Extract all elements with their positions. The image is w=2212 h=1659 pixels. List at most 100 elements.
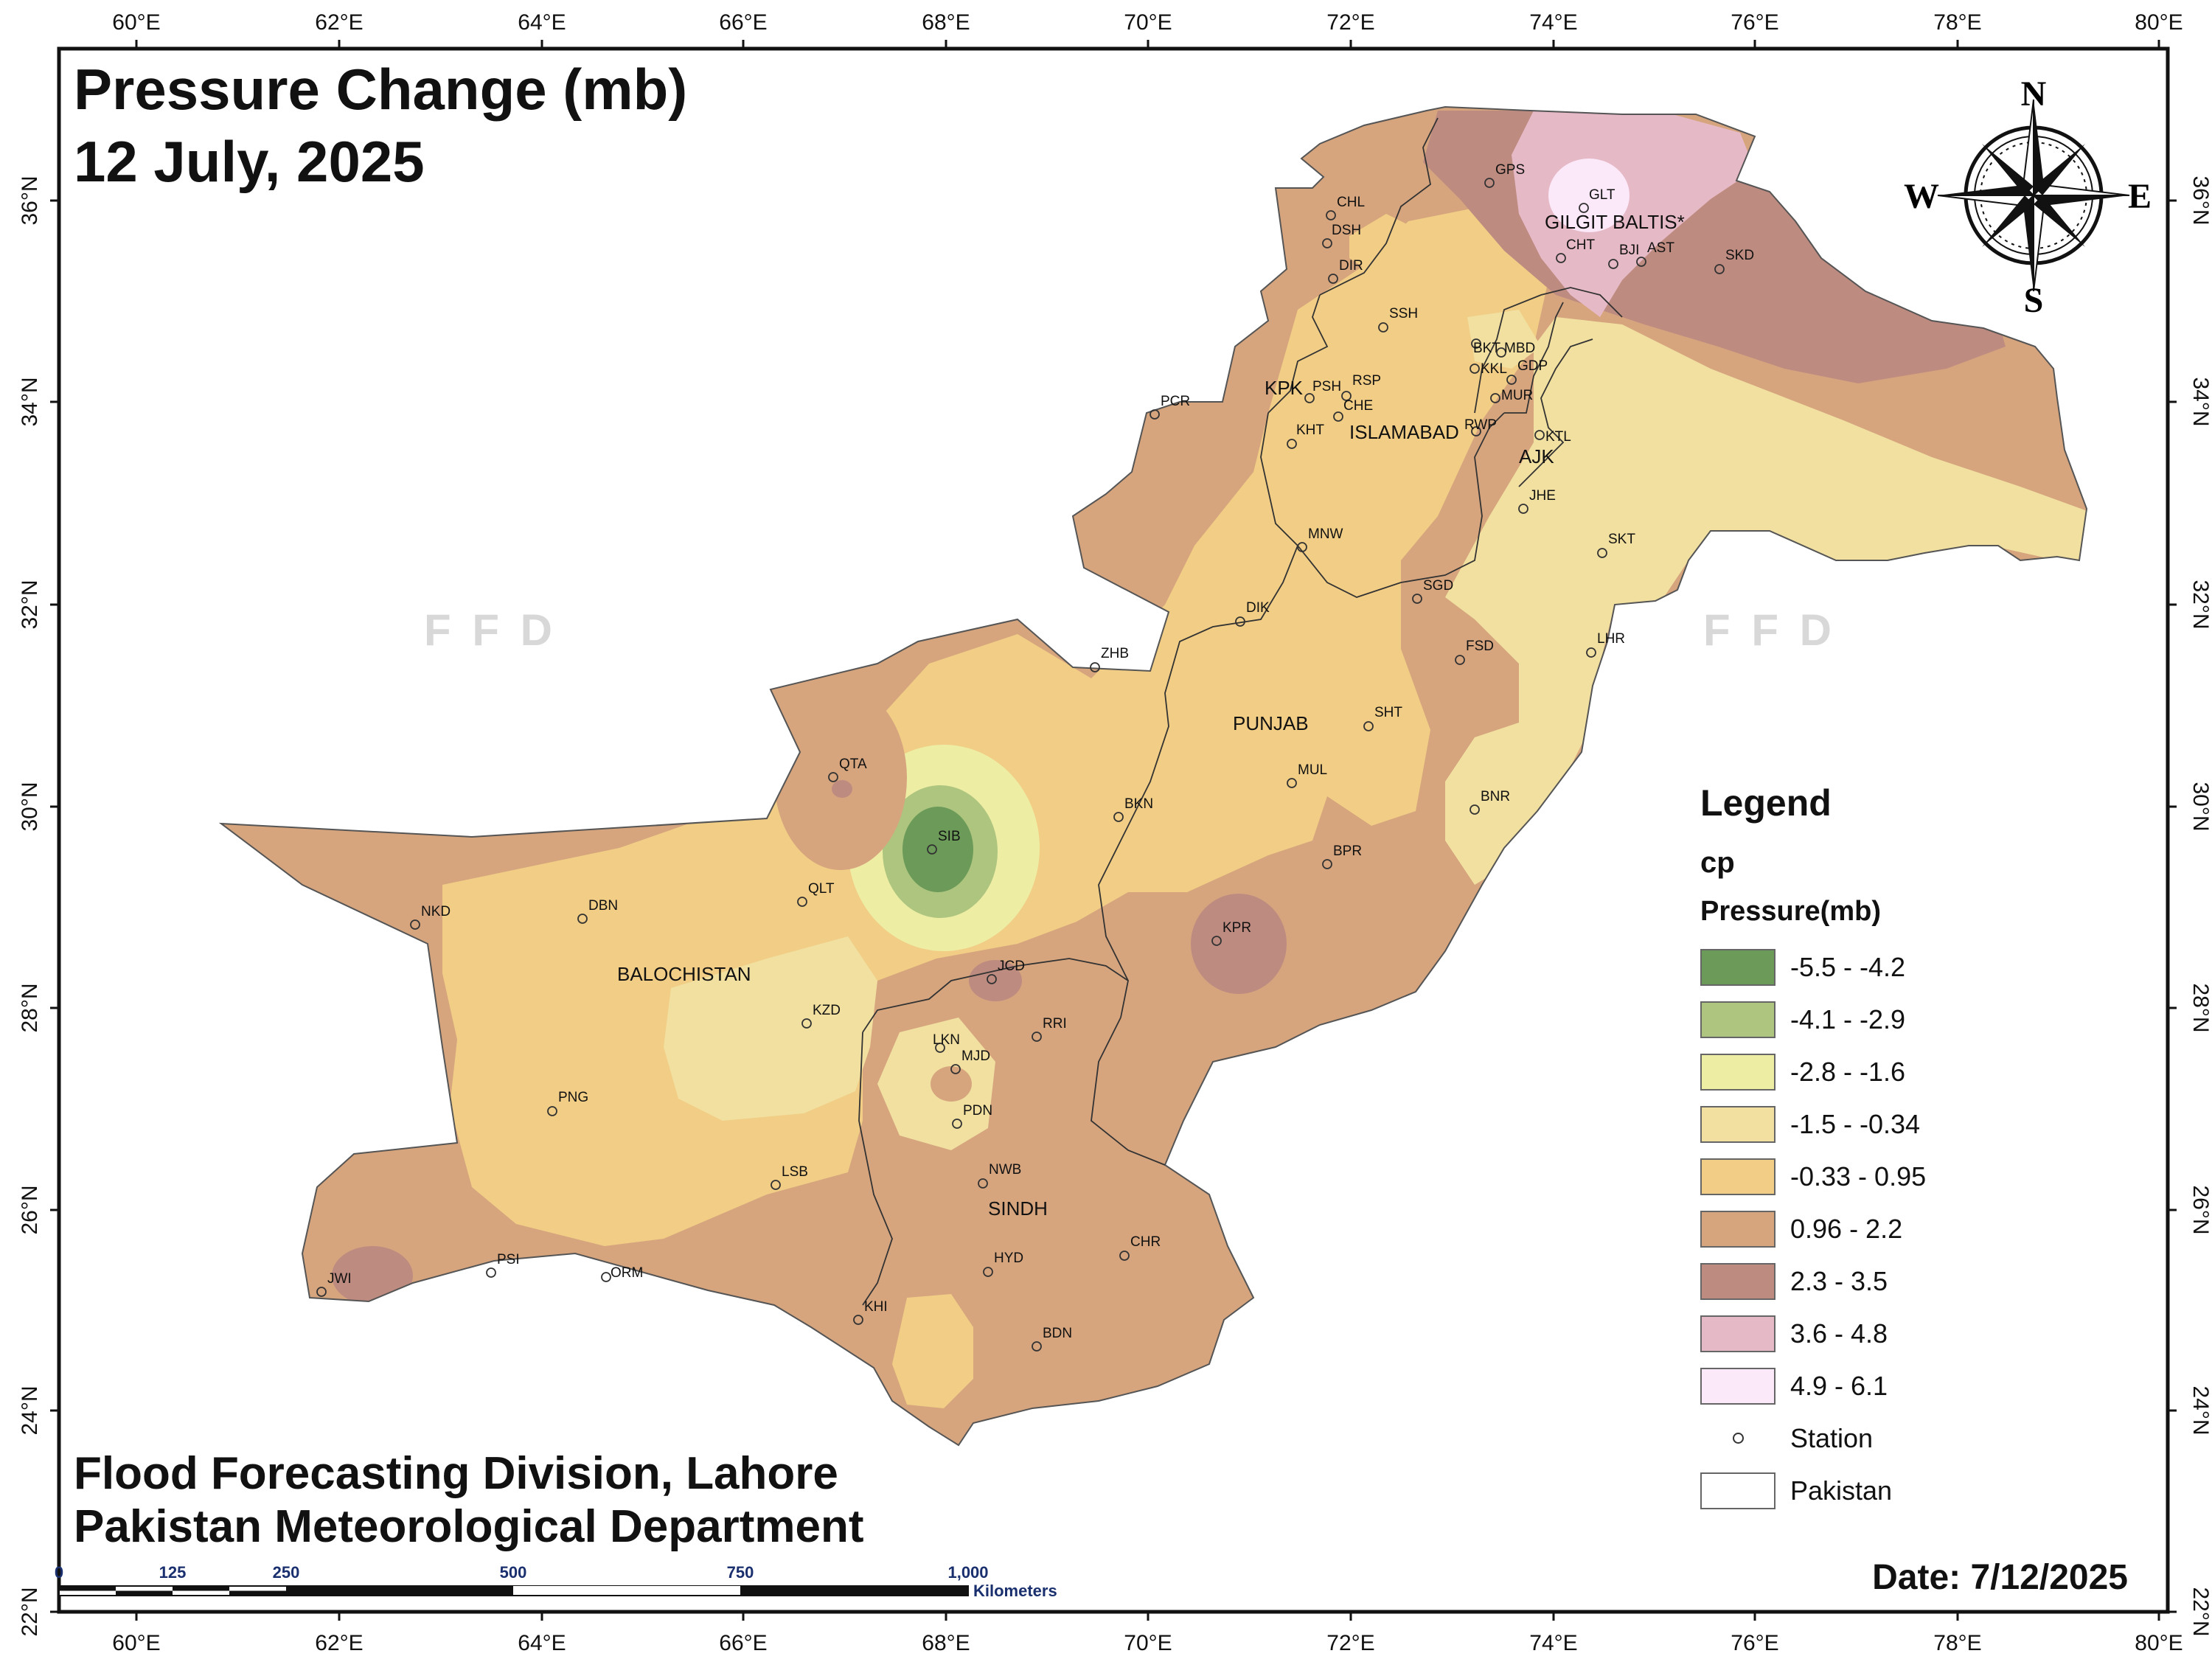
station-marker	[1297, 542, 1307, 552]
north-arrow: N S E W	[1904, 74, 2152, 320]
station-label: GPS	[1495, 162, 1525, 178]
lon-tick-label: 78°E	[1933, 1631, 1981, 1655]
scale-label-1000: 1,000	[947, 1563, 988, 1582]
lon-tick-label: 64°E	[518, 10, 566, 35]
legend-class-row: -1.5 - -0.34	[1700, 1098, 1926, 1150]
lon-tick-label: 66°E	[719, 10, 767, 35]
station-marker	[316, 1287, 327, 1297]
legend-class-label: -1.5 - -0.34	[1790, 1108, 1921, 1139]
legend-class-label: 3.6 - 4.8	[1790, 1318, 1888, 1349]
lon-tick-label: 78°E	[1933, 10, 1981, 35]
legend-class-row: 4.9 - 6.1	[1700, 1360, 1926, 1412]
station-marker	[1484, 178, 1495, 188]
station-label: NWB	[989, 1162, 1021, 1178]
legend-class-label: -0.33 - 0.95	[1790, 1161, 1927, 1192]
station-label: QLT	[808, 881, 835, 897]
legend-class-label: -5.5 - -4.2	[1790, 951, 1906, 982]
station-label: SKD	[1725, 248, 1754, 263]
station-marker	[1471, 338, 1481, 349]
legend-class-label: 2.3 - 3.5	[1790, 1265, 1888, 1296]
station-marker	[935, 1043, 945, 1053]
legend-swatch	[1700, 1262, 1775, 1300]
lon-tick-label: 74°E	[1529, 10, 1577, 35]
station-marker	[1211, 936, 1222, 946]
lon-tick-label: 62°E	[315, 1631, 363, 1655]
lon-tick-label: 66°E	[719, 1631, 767, 1655]
legend-boundary-row: Pakistan	[1700, 1464, 1926, 1517]
legend-title: Legend	[1700, 782, 1832, 824]
station-label: PCR	[1161, 394, 1190, 409]
station-marker	[547, 1106, 557, 1116]
station-marker	[1235, 616, 1245, 627]
legend-class-row: -5.5 - -4.2	[1700, 941, 1926, 993]
lon-tick-label: 76°E	[1731, 1631, 1778, 1655]
lat-tick-label: 34°N	[2188, 377, 2212, 426]
station-marker	[1597, 548, 1607, 558]
station-marker	[1608, 259, 1618, 269]
station-marker	[983, 1267, 993, 1277]
station-label: PSI	[497, 1252, 520, 1267]
org-line-1: Flood Forecasting Division, Lahore	[74, 1448, 838, 1499]
station-marker	[771, 1180, 781, 1190]
station-marker	[1328, 274, 1338, 284]
station-marker	[1341, 391, 1352, 401]
station-label: SIB	[938, 829, 961, 844]
scale-bar: 0 125 250 500 750 1,000 Kilometers	[55, 1563, 1057, 1600]
station-label: CHL	[1337, 195, 1365, 210]
lat-tick-label: 26°N	[18, 1185, 42, 1234]
station-label: LHR	[1597, 631, 1625, 647]
station-marker	[1506, 375, 1517, 385]
region-sindh: SINDH	[988, 1197, 1048, 1220]
region-labels: GILGIT BALTIS* KPK ISLAMABAD AJK PUNJAB …	[617, 211, 1685, 1220]
lat-tick-label: 22°N	[2188, 1587, 2212, 1636]
station-label: DIK	[1246, 600, 1270, 616]
station-label: BKN	[1124, 796, 1153, 812]
station-label: CHT	[1566, 237, 1595, 253]
legend-swatch	[1700, 1158, 1775, 1195]
station-marker	[1287, 778, 1297, 788]
station-label: BPR	[1333, 844, 1362, 859]
compass-n: N	[2021, 74, 2047, 114]
lon-tick-label: 72°E	[1326, 1631, 1374, 1655]
station-label: KHI	[864, 1299, 888, 1315]
station-label: BJI	[1619, 243, 1639, 258]
station-label: MUR	[1501, 388, 1533, 403]
station-marker	[801, 1018, 812, 1029]
station-label: KPR	[1222, 920, 1251, 936]
lon-tick-label: 68°E	[922, 10, 970, 35]
lat-tick-label: 22°N	[18, 1587, 42, 1636]
station-label: JWI	[327, 1271, 352, 1287]
station-label: MNW	[1308, 526, 1343, 542]
station-label: JHE	[1529, 488, 1556, 504]
legend-class-label: 0.96 - 2.2	[1790, 1213, 1903, 1244]
legend-swatch	[1700, 1001, 1775, 1038]
lon-tick-label: 76°E	[1731, 10, 1778, 35]
region-kpk: KPK	[1265, 377, 1304, 399]
station-label: HYD	[994, 1251, 1023, 1266]
station-label: DBN	[588, 898, 618, 914]
legend-station-label: Station	[1790, 1422, 1874, 1453]
provincial-boundaries	[858, 117, 1623, 1306]
station-marker	[1470, 804, 1480, 815]
station-label: RWP	[1464, 417, 1497, 433]
region-islamabad: ISLAMABAD	[1349, 421, 1459, 443]
lat-tick-label: 32°N	[2188, 580, 2212, 629]
legend-class-row: 0.96 - 2.2	[1700, 1203, 1926, 1255]
station-marker	[1470, 364, 1480, 374]
lon-tick-label: 80°E	[2135, 1631, 2183, 1655]
region-balochistan: BALOCHISTAN	[617, 963, 751, 985]
region-ajk: AJK	[1519, 445, 1554, 467]
station-label: MUL	[1298, 762, 1327, 778]
lon-tick-label: 80°E	[2135, 10, 2183, 35]
legend-swatch	[1700, 1367, 1775, 1405]
station-label: SGD	[1423, 578, 1453, 594]
station-marker	[1412, 594, 1422, 604]
graticule-ticks: 60°E 60°E 62°E 62°E 64°E 64°E 66°E 66°E 68°E 68°E…	[18, 10, 2212, 1655]
lat-tick-label: 24°N	[2188, 1385, 2212, 1435]
legend-classes: -5.5 - -4.2 -4.1 - -2.9 -2.8 - -1.6 -1.5 - …	[1700, 941, 1926, 1412]
station-label: CHE	[1343, 398, 1373, 414]
station-marker	[486, 1267, 496, 1278]
station-label: ZHB	[1101, 646, 1129, 661]
lon-tick-label: 72°E	[1326, 10, 1374, 35]
